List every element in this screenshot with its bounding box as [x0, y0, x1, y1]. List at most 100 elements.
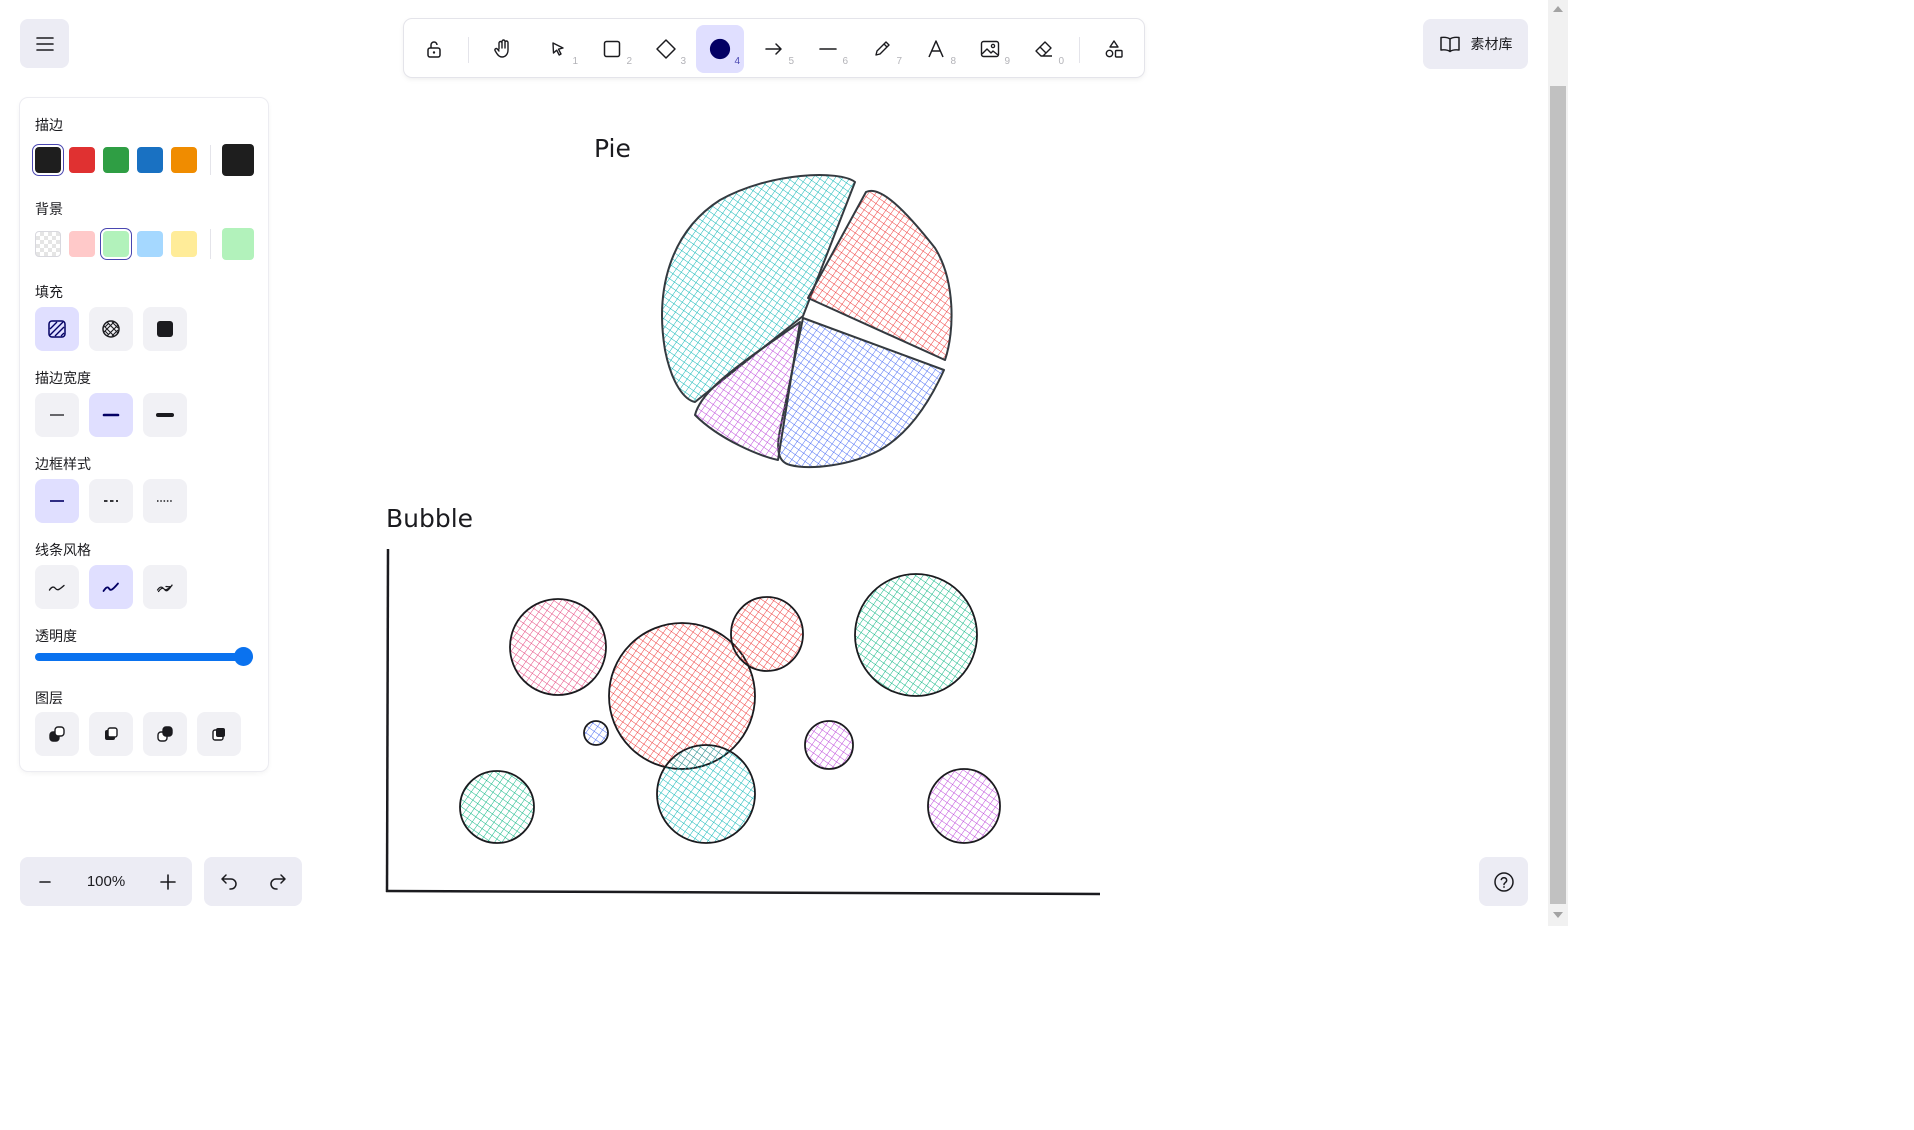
tool-shortcut-number: 2 — [626, 56, 632, 67]
sloppiness-architect-button[interactable] — [35, 565, 79, 609]
solid-fill-icon — [157, 321, 173, 337]
redo-icon — [269, 873, 286, 890]
diamond-tool-button[interactable]: 3 — [642, 25, 690, 73]
scroll-up-arrow-icon[interactable] — [1553, 6, 1563, 12]
send-to-back-button[interactable] — [35, 712, 79, 756]
stroke-style-dotted-button[interactable] — [143, 479, 187, 523]
zoom-level[interactable]: 100% — [86, 873, 126, 890]
pie-slice-red[interactable] — [807, 189, 953, 361]
drawing-canvas[interactable]: Pie Bubble — [0, 0, 1548, 926]
bubble-purple-medium[interactable] — [804, 720, 854, 770]
hand-icon — [494, 39, 509, 58]
opacity-slider-thumb[interactable] — [234, 647, 253, 666]
library-button[interactable]: 素材库 — [1423, 19, 1528, 69]
stroke-width-thin-button[interactable] — [35, 393, 79, 437]
sloppiness-artist-button[interactable] — [89, 565, 133, 609]
bubble-title[interactable]: Bubble — [386, 504, 473, 533]
text-tool-button[interactable]: 8 — [912, 25, 960, 73]
more-shapes-tool-button[interactable] — [1090, 25, 1138, 73]
background-color-pink[interactable] — [69, 231, 95, 257]
fill-solid-button[interactable] — [143, 307, 187, 351]
pie-title[interactable]: Pie — [594, 134, 631, 163]
bubble-green-large[interactable] — [854, 573, 978, 697]
bubble-blue-tiny[interactable] — [583, 720, 609, 746]
eraser-tool-button[interactable]: 0 — [1020, 25, 1068, 73]
redo-button[interactable] — [253, 857, 302, 906]
pencil-tool-button[interactable]: 7 — [858, 25, 906, 73]
stroke-style-label: 边框样式 — [35, 456, 91, 472]
zoom-in-button[interactable] — [143, 857, 192, 906]
stroke-color-red[interactable] — [69, 147, 95, 173]
eraser-icon — [1035, 41, 1052, 57]
selection-tool-button[interactable]: 1 — [534, 25, 582, 73]
lock-tool-button[interactable] — [410, 25, 458, 73]
help-button[interactable] — [1479, 857, 1528, 906]
pencil-icon — [875, 41, 890, 56]
bubble-y-axis[interactable] — [385, 548, 390, 893]
bubble-x-axis[interactable] — [385, 889, 1101, 896]
shapes-icon — [1105, 40, 1123, 58]
stroke-style-solid-button[interactable] — [35, 479, 79, 523]
send-backward-icon — [105, 727, 118, 740]
background-color-blue[interactable] — [137, 231, 163, 257]
send-backward-button[interactable] — [89, 712, 133, 756]
undo-button[interactable] — [204, 857, 253, 906]
image-tool-button[interactable]: 9 — [966, 25, 1014, 73]
background-color-transparent[interactable] — [35, 231, 61, 257]
scroll-down-arrow-icon[interactable] — [1553, 912, 1563, 918]
stroke-color-black[interactable] — [32, 144, 64, 176]
tool-shortcut-number: 8 — [950, 56, 956, 67]
architect-stroke-icon — [48, 584, 65, 591]
stroke-width-bold-button[interactable] — [89, 393, 133, 437]
bubble-pink[interactable] — [509, 598, 607, 696]
hand-tool-button[interactable] — [479, 25, 527, 73]
unlock-icon — [427, 41, 441, 58]
toolbar-separator — [1079, 37, 1080, 63]
sloppiness-cartoonist-button[interactable] — [143, 565, 187, 609]
stroke-label: 描边 — [35, 117, 63, 133]
layers-label: 图层 — [35, 690, 63, 706]
bubble-teal[interactable] — [656, 744, 756, 844]
opacity-slider-track[interactable] — [35, 653, 253, 661]
diamond-icon — [656, 39, 676, 59]
bubble-green-small[interactable] — [459, 770, 535, 844]
plus-icon — [159, 873, 176, 890]
pie-slice-purple[interactable] — [694, 321, 801, 461]
fill-label: 填充 — [35, 284, 63, 300]
bold-line-icon — [102, 413, 120, 417]
background-color-yellow[interactable] — [171, 231, 197, 257]
fill-cross-hatch-button[interactable] — [89, 307, 133, 351]
cartoonist-stroke-icon — [156, 584, 173, 593]
bring-forward-button[interactable] — [143, 712, 187, 756]
line-icon — [819, 48, 837, 50]
stroke-color-orange[interactable] — [171, 147, 197, 173]
background-color-green[interactable] — [100, 228, 132, 260]
stroke-color-blue[interactable] — [137, 147, 163, 173]
pie-slice-teal[interactable] — [661, 174, 856, 403]
bring-to-front-button[interactable] — [197, 712, 241, 756]
book-icon — [1439, 36, 1460, 53]
background-label: 背景 — [35, 201, 63, 217]
arrow-tool-button[interactable]: 5 — [750, 25, 798, 73]
toolbar-separator — [468, 37, 469, 63]
zoom-out-button[interactable] — [20, 857, 69, 906]
background-color-current[interactable] — [222, 228, 254, 260]
fill-hachure-button[interactable] — [35, 307, 79, 351]
send-to-back-icon — [49, 726, 65, 742]
stroke-color-green[interactable] — [103, 147, 129, 173]
ellipse-tool-button[interactable]: 4 — [696, 25, 744, 73]
stroke-color-current[interactable] — [222, 144, 254, 176]
extra-bold-line-icon — [156, 413, 174, 417]
tool-shortcut-number: 6 — [842, 56, 848, 67]
bubble-purple-right[interactable] — [927, 768, 1001, 844]
stroke-style-dashed-button[interactable] — [89, 479, 133, 523]
stroke-width-extra-bold-button[interactable] — [143, 393, 187, 437]
bubble-red-small[interactable] — [730, 596, 804, 672]
line-tool-button[interactable]: 6 — [804, 25, 852, 73]
rectangle-tool-button[interactable]: 2 — [588, 25, 636, 73]
scrollbar-thumb[interactable] — [1550, 86, 1566, 904]
hamburger-icon — [35, 36, 54, 51]
main-menu-button[interactable] — [20, 19, 69, 68]
bring-to-front-icon — [212, 728, 225, 741]
main-toolbar: 1 2 3 4 5 — [404, 19, 1144, 77]
